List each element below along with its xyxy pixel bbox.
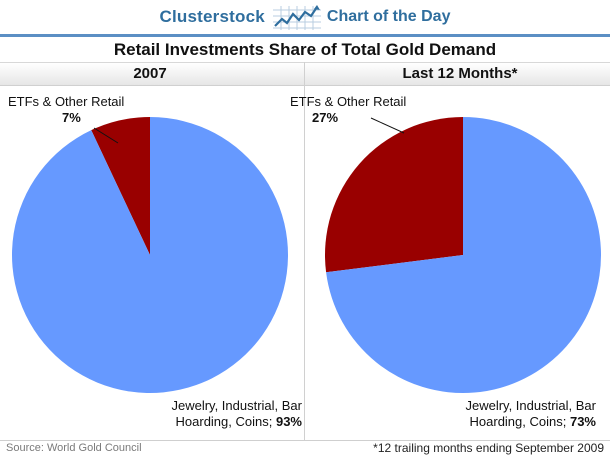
source-note: Source: World Gold Council [6,442,142,454]
left-jewelry-pct: 93% [275,414,302,429]
pie-chart-last-12-months [325,117,601,393]
right-jewelry-line2: Hoarding, Coins; [469,414,567,429]
pie-chart-2007 [12,116,289,393]
subheader-band [0,62,610,86]
left-etf-label: ETFs & Other Retail 7% [8,94,124,126]
footer-rule [0,440,610,441]
left-etf-pct: 7% [62,110,81,125]
panel-divider [304,62,305,440]
right-etf-pct: 27% [312,110,339,125]
tagline: Chart of the Day [326,8,451,25]
header-rule [0,34,610,37]
right-etf-name: ETFs & Other Retail [290,94,407,109]
right-jewelry-pct: 73% [569,414,596,429]
jewelry-slice-0 [12,116,289,393]
right-etf-leader-line [370,117,405,134]
etf-slice-0 [91,117,150,255]
left-jewelry-label: Jewelry, Industrial, Bar Hoarding, Coins… [124,398,302,430]
footnote: *12 trailing months ending September 200… [373,441,604,455]
chart-left-heading: 2007 [133,65,167,82]
chart-right-heading: Last 12 Months* [402,65,518,82]
right-jewelry-line1: Jewelry, Industrial, Bar [465,398,596,413]
chart-title: Retail Investments Share of Total Gold D… [113,40,497,59]
right-jewelry-label: Jewelry, Industrial, Bar Hoarding, Coins… [418,398,596,430]
left-jewelry-line1: Jewelry, Industrial, Bar [171,398,302,413]
trend-chart-logo-icon [272,5,321,30]
etf-slice-1 [325,117,463,273]
right-etf-label: ETFs & Other Retail 27% [290,94,406,126]
jewelry-slice-1 [326,117,601,393]
left-etf-leader-line [93,127,119,144]
left-etf-name: ETFs & Other Retail [8,94,125,109]
brand-name: Clusterstock [159,7,265,26]
left-jewelry-line2: Hoarding, Coins; [175,414,273,429]
header: Clusterstock Chart of the Day [0,0,610,34]
